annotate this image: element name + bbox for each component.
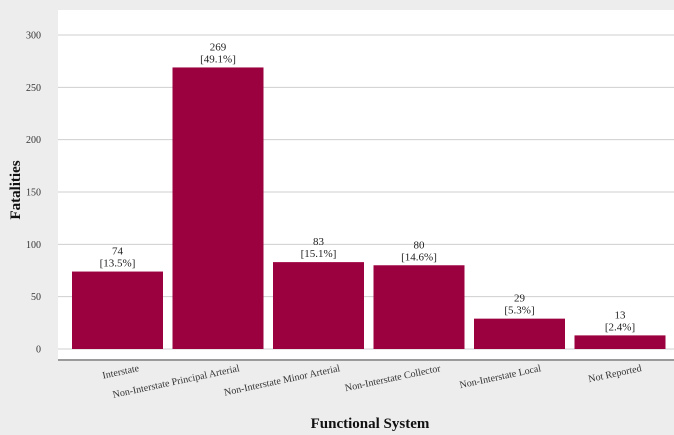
- bar: [474, 318, 565, 349]
- bar-percent-label: [13.5%]: [100, 258, 136, 270]
- x-tick-label: Non-Interstate Minor Arterial: [223, 363, 341, 398]
- bars: [72, 67, 666, 350]
- y-tick-label: 150: [26, 188, 41, 199]
- bar-percent-label: [15.1%]: [301, 248, 337, 260]
- bar: [172, 67, 264, 350]
- y-axis-title: Fatalities: [8, 160, 24, 219]
- bar-value-label: 269: [210, 41, 227, 53]
- x-tick-label: Interstate: [101, 363, 140, 382]
- bar-value-label: 74: [112, 246, 124, 258]
- y-tick-label: 300: [26, 31, 41, 42]
- x-tick-label: Non-Interstate Collector: [344, 363, 442, 394]
- bar-value-label: 29: [514, 293, 526, 305]
- x-axis-title: Functional System: [311, 416, 430, 432]
- bar-value-label: 13: [615, 309, 627, 321]
- bar-percent-label: [14.6%]: [401, 251, 437, 263]
- x-tick-label: Not Reported: [587, 363, 642, 385]
- bar-percent-label: [49.1%]: [200, 53, 236, 65]
- y-tick-label: 0: [36, 345, 41, 356]
- bar-value-label: 80: [414, 239, 426, 251]
- y-tick-label: 250: [26, 83, 41, 94]
- bar-value-label: 83: [313, 236, 325, 248]
- bar: [273, 262, 364, 349]
- bar: [72, 271, 163, 349]
- data-labels: 74[13.5%]269[49.1%]83[15.1%]80[14.6%]29[…: [100, 41, 636, 333]
- y-tick-label: 50: [31, 292, 41, 303]
- y-tick-label: 100: [26, 240, 41, 251]
- bar-percent-label: [5.3%]: [504, 305, 534, 317]
- y-tick-label: 200: [26, 135, 41, 146]
- y-axis-ticks: 0 50 100 150 200 250 300: [26, 31, 41, 356]
- bar-percent-label: [2.4%]: [605, 321, 635, 333]
- bar: [574, 335, 666, 349]
- x-tick-label: Non-Interstate Local: [459, 363, 543, 391]
- bar: [373, 265, 465, 349]
